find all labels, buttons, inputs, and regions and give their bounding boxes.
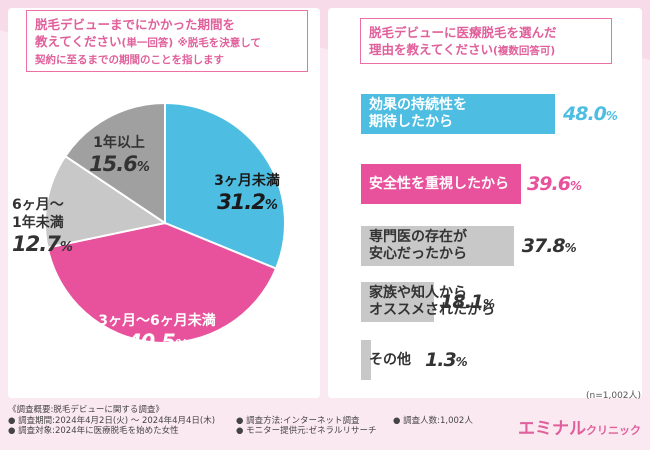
footer-col-1: 《調査概要:脱毛デビューに関する調査》 ● 調査期間:2024年4月2日(火) … <box>8 405 215 437</box>
pie-slice-1 <box>46 221 278 344</box>
clinic-logo: エミナルクリニック <box>518 414 641 439</box>
footer-line1: 《調査概要:脱毛デビューに関する調査》 <box>8 405 164 415</box>
pie-slice-2 <box>44 154 168 249</box>
right-question-line2-a: 理由を教えてください <box>369 42 494 57</box>
left-question-line1: 脱毛デビューまでにかかった期間を <box>35 17 236 32</box>
pie-label-text-1-0: 3ヶ月〜6ヶ月未満 <box>98 313 216 329</box>
right-question-line2: 理由を教えてください(複数回答可) <box>369 41 603 60</box>
footer-line3: ● 調査対象:2024年に医療脱毛を始めた女性 <box>8 426 179 436</box>
bar-label-1: 安全性を重視したから <box>369 176 509 193</box>
survey-footer: 《調査概要:脱毛デビューに関する調査》 ● 調査期間:2024年4月2日(火) … <box>8 405 568 447</box>
bar-percent-3: 18.1% <box>440 291 495 313</box>
pie-label-text-0-0: 3ヶ月未満 <box>214 173 280 189</box>
bar-label-0: 効果の持続性を 期待したから <box>369 97 467 131</box>
pie-label-6-months-to-1-year: 6ヶ月〜 1年未満 12.7% <box>12 196 78 260</box>
right-question-line2-b: (複数回答可) <box>493 45 556 57</box>
bar-label-text-4-0: その他 <box>369 351 411 368</box>
bar-percent-1: 39.6% <box>527 173 582 195</box>
bar-percent-0: 48.0% <box>563 103 618 125</box>
pie-percent-2: 12.7% <box>12 232 73 256</box>
bar-row-4: その他 1.3% <box>361 340 468 380</box>
bar-label-2: 専門医の存在が 安心だったから <box>369 229 467 263</box>
left-question-line3: 契約に至るまでの期間のことを指します <box>35 54 224 66</box>
bar-label-text-3-0: 家族や知人から <box>369 285 467 301</box>
footer-line2c: ● 調査人数:1,002人 <box>393 415 473 426</box>
footer-col-2: ● 調査方法:インターネット調査 ● モニター提供元:ゼネラルリサーチ <box>236 416 376 437</box>
right-question-line1: 脱毛デビューに医療脱毛を選んだ <box>369 25 557 40</box>
left-question-line2-c: ※脱毛を決意して <box>177 37 261 49</box>
pie-percent-0: 31.2% <box>217 190 278 214</box>
bar-label-text-0-0: 効果の持続性を <box>369 97 467 113</box>
bar-label-text-2-0: 専門医の存在が <box>369 229 467 245</box>
pie-label-text-2-1: 1年未満 <box>12 215 64 231</box>
bar-0 <box>361 94 555 134</box>
bar-row-1: 安全性を重視したから 39.6% <box>361 164 582 204</box>
bar-label-3: 家族や知人から オススメされたから <box>369 285 495 319</box>
bar-4 <box>361 340 371 380</box>
pie-slice-3 <box>63 101 166 225</box>
left-question-line2-a: 教えてください <box>35 34 122 49</box>
bar-1 <box>361 164 522 204</box>
sample-size-note: (n=1,002人) <box>586 391 642 401</box>
pie-label-over-1-year: 1年以上 15.6% <box>80 134 158 180</box>
right-question-box: 脱毛デビューに医療脱毛を選んだ 理由を教えてください(複数回答可) <box>360 18 612 64</box>
pie-label-text-3-0: 1年以上 <box>93 135 145 151</box>
logo-main: エミナル <box>518 419 586 439</box>
pie-percent-3: 15.6% <box>89 152 150 176</box>
bar-row-2: 専門医の存在が 安心だったから 37.8% <box>361 226 577 266</box>
bar-row-3: 家族や知人から オススメされたから 18.1% <box>361 282 495 322</box>
bar-row-0: 効果の持続性を 期待したから 48.0% <box>361 94 618 134</box>
footer-line2b: ● 調査方法:インターネット調査 <box>236 415 360 426</box>
footer-col-3: ● 調査人数:1,002人 <box>393 416 473 427</box>
bar-percent-4: 1.3% <box>425 349 468 371</box>
bar-label-text-0-1: 期待したから <box>369 114 453 130</box>
pie-label-3-to-6-months: 3ヶ月〜6ヶ月未満 40.5% <box>62 312 252 358</box>
logo-sub: クリニック <box>586 424 641 437</box>
bar-label-4: その他 <box>369 352 411 369</box>
pie-slice-0 <box>164 101 286 270</box>
left-question-line2: 教えてください(単一回答) ※脱毛を決意して <box>35 33 299 52</box>
bar-label-text-1-0: 安全性を重視したから <box>369 175 509 192</box>
pie-chart <box>44 101 286 344</box>
pie-percent-1: 40.5% <box>127 330 188 354</box>
bar-3 <box>361 282 435 322</box>
bar-label-text-2-1: 安心だったから <box>369 246 467 262</box>
footer-line2: ● 調査期間:2024年4月2日(火) 〜 2024年4月4日(木) <box>8 415 216 426</box>
bar-label-text-3-1: オススメされたから <box>369 302 495 318</box>
bar-percent-2: 37.8% <box>521 235 577 257</box>
bar-2 <box>361 226 514 266</box>
pie-label-text-2-0: 6ヶ月〜 <box>12 197 64 213</box>
left-question-box: 脱毛デビューまでにかかった期間を 教えてください(単一回答) ※脱毛を決意して … <box>26 10 308 72</box>
footer-line3b: ● モニター提供元:ゼネラルリサーチ <box>236 426 377 436</box>
left-question-line2-b: (単一回答) <box>121 37 174 49</box>
pie-label-under-3-months: 3ヶ月未満 31.2% <box>192 172 302 218</box>
